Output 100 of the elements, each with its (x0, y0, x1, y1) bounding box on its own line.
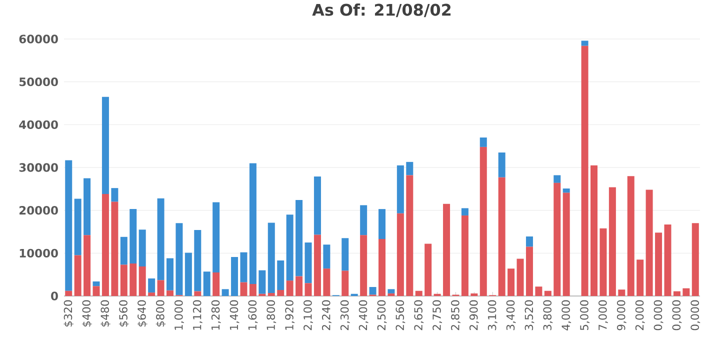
x-tick-label: 2,300 (340, 300, 350, 330)
bar (74, 255, 82, 296)
bar (138, 230, 146, 266)
y-tick-label: 60000 (19, 34, 58, 44)
bar (92, 281, 100, 286)
x-tick-label: $400 (82, 300, 92, 327)
bar (388, 293, 395, 296)
x-tick-label: 3,400 (506, 300, 516, 330)
bar (148, 278, 156, 293)
x-tick-label: 7,000 (598, 300, 608, 330)
bar (120, 264, 128, 296)
x-tick-label: 1,600 (248, 300, 258, 330)
bar (249, 284, 256, 296)
bar (176, 223, 183, 296)
bar (562, 188, 570, 193)
x-tick-label: 2,240 (322, 300, 332, 330)
bar (231, 257, 238, 296)
bar (130, 263, 137, 296)
bar (240, 282, 248, 296)
bar (194, 291, 202, 296)
y-tick-label: 40000 (19, 120, 58, 129)
x-tick-label: 9,000 (616, 300, 626, 330)
bar (314, 176, 321, 235)
bar (212, 272, 220, 296)
x-tick-label: 2,900 (469, 300, 479, 330)
bar (74, 198, 82, 256)
bar (166, 290, 174, 296)
x-tick-label: 2,000 (635, 300, 645, 330)
x-tick-label: 2,500 (377, 300, 387, 330)
bar (249, 163, 256, 284)
x-tick-label: 2,560 (396, 300, 406, 330)
bar (581, 46, 588, 296)
bar (664, 224, 672, 296)
bar (304, 283, 312, 296)
bar (157, 280, 164, 296)
bar (618, 290, 626, 296)
bar (277, 260, 284, 290)
y-tick-label: 0 (51, 292, 58, 300)
bar (102, 96, 109, 194)
x-tick-label: 1,800 (266, 300, 276, 330)
bar (396, 165, 404, 214)
x-tick-label: 1,000 (174, 300, 184, 330)
x-tick-label: 0,000 (654, 300, 664, 330)
x-tick-label: 0,000 (690, 300, 700, 330)
bar (323, 244, 330, 269)
bar (268, 222, 275, 293)
bar (120, 236, 128, 265)
x-tick-label: 2,100 (304, 300, 313, 330)
y-tick-label: 30000 (19, 163, 58, 172)
x-tick-label: 4,000 (562, 300, 572, 330)
bar (92, 286, 100, 296)
bar (600, 228, 607, 296)
bar (461, 208, 468, 216)
bar (102, 194, 109, 296)
bar (277, 290, 284, 296)
bar (342, 270, 349, 296)
x-tick-label: $640 (137, 300, 148, 327)
bar (396, 213, 404, 296)
y-tick-label: 20000 (20, 206, 58, 215)
bar (323, 268, 330, 296)
bar (480, 146, 487, 296)
bar (194, 230, 202, 292)
x-tick-label: 3,100 (488, 300, 498, 330)
bar (268, 293, 275, 296)
x-tick-label: $480 (100, 300, 110, 327)
bar (461, 215, 468, 296)
bar (470, 293, 478, 296)
bar (692, 223, 699, 296)
bar (673, 291, 680, 296)
bar (111, 202, 118, 296)
bar (424, 244, 432, 296)
bar (342, 238, 349, 271)
bar (646, 190, 653, 296)
bar (378, 239, 386, 296)
bar (590, 165, 598, 296)
bar (369, 287, 376, 295)
y-tick-label: 50000 (20, 78, 58, 86)
bar (65, 160, 72, 291)
bar (562, 192, 570, 296)
bar (286, 280, 294, 296)
x-tick-label: 2,850 (451, 300, 460, 330)
bar (636, 260, 644, 296)
bar (526, 246, 533, 296)
bar (535, 286, 542, 296)
bar (388, 289, 395, 294)
x-tick-label: $560 (118, 300, 129, 327)
bar (212, 202, 220, 272)
bar (508, 268, 515, 296)
bar (554, 182, 561, 296)
bar (406, 175, 414, 296)
bar (415, 290, 422, 296)
bar (480, 138, 487, 147)
x-tick-label: 2,650 (414, 300, 424, 330)
bar (378, 209, 386, 240)
bar (498, 152, 506, 178)
chart-title: As Of: 21/08/02 (312, 4, 451, 18)
bar (526, 236, 533, 247)
bar (581, 40, 588, 46)
bar (240, 252, 248, 282)
x-tick-label: 1,400 (230, 300, 240, 330)
